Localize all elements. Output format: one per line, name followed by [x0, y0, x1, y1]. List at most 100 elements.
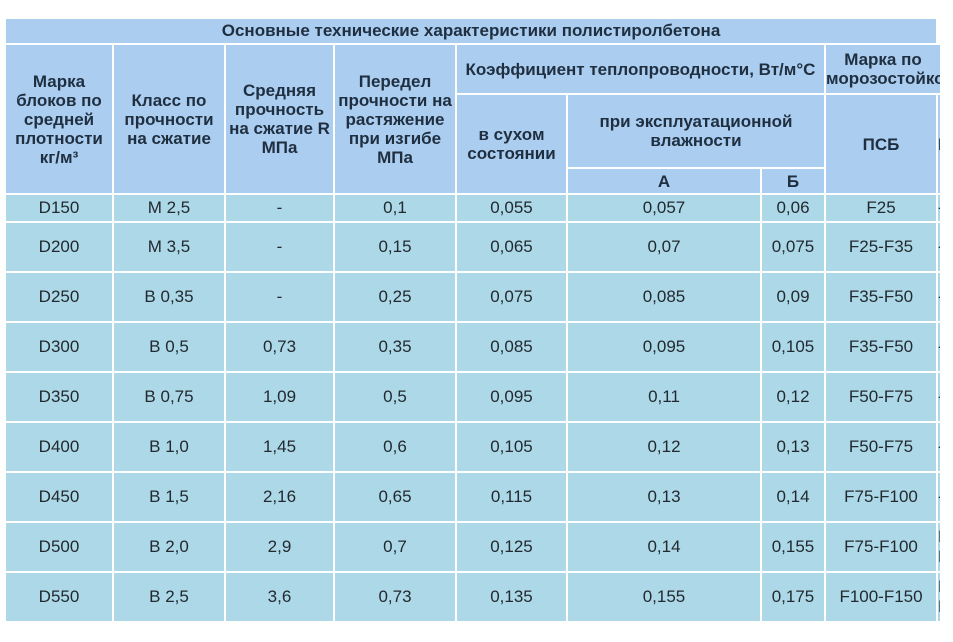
cell-class: М 2,5 [114, 195, 224, 221]
cell-class: В 1,5 [114, 473, 224, 521]
cell-a: 0,12 [568, 423, 760, 471]
cell-dry: 0,115 [457, 473, 566, 521]
cell-foam: F15-F35 [938, 523, 940, 571]
table-row: D550 В 2,5 3,6 0,73 0,135 0,155 0,175 F100-F150… [6, 573, 940, 621]
cell-psb: F50-F75 [826, 423, 937, 471]
cell-dry: 0,135 [457, 573, 566, 621]
cell-strength: 1,09 [226, 373, 333, 421]
cell-class: В 2,0 [114, 523, 224, 571]
cell-density: D250 [6, 273, 112, 321]
cell-class: М 3,5 [114, 223, 224, 271]
cell-psb: F75-F100 [826, 523, 937, 571]
header-strength: Средняя прочность на сжатие R МПа [226, 45, 333, 193]
header-a: А [568, 169, 760, 193]
cell-b: 0,14 [762, 473, 824, 521]
cell-foam: - [938, 273, 940, 321]
cell-dry: 0,105 [457, 423, 566, 471]
cell-bending: 0,73 [335, 573, 455, 621]
cell-density: D150 [6, 195, 112, 221]
header-psb: ПСБ [826, 95, 937, 193]
cell-dry: 0,055 [457, 195, 566, 221]
header-bending: Передел прочности на растяжение при изги… [335, 45, 455, 193]
cell-psb: F35-F50 [826, 323, 937, 371]
header-class: Класс по прочности на сжатие [114, 45, 224, 193]
cell-strength: 1,45 [226, 423, 333, 471]
cell-a: 0,085 [568, 273, 760, 321]
cell-b: 0,09 [762, 273, 824, 321]
cell-class: В 0,5 [114, 323, 224, 371]
cell-a: 0,07 [568, 223, 760, 271]
cell-class: В 1,0 [114, 423, 224, 471]
cell-density: D450 [6, 473, 112, 521]
header-operational: при эксплуатационной влажности [568, 95, 824, 167]
cell-psb: F25 [826, 195, 937, 221]
cell-bending: 0,25 [335, 273, 455, 321]
cell-bending: 0,65 [335, 473, 455, 521]
cell-b: 0,175 [762, 573, 824, 621]
cell-bending: 0,6 [335, 423, 455, 471]
cell-bending: 0,15 [335, 223, 455, 271]
cell-a: 0,155 [568, 573, 760, 621]
cell-density: D350 [6, 373, 112, 421]
cell-psb: F35-F50 [826, 273, 937, 321]
header-conductivity: Коэффициент теплопроводности, Вт/м°С [457, 45, 824, 93]
cell-dry: 0,075 [457, 273, 566, 321]
cell-psb: F100-F150 [826, 573, 937, 621]
cell-strength: - [226, 273, 333, 321]
cell-a: 0,14 [568, 523, 760, 571]
cell-dry: 0,095 [457, 373, 566, 421]
cell-psb: F25-F35 [826, 223, 937, 271]
cell-strength: 2,16 [226, 473, 333, 521]
cell-bending: 0,5 [335, 373, 455, 421]
cell-b: 0,105 [762, 323, 824, 371]
cell-density: D300 [6, 323, 112, 371]
cell-a: 0,11 [568, 373, 760, 421]
cell-bending: 0,7 [335, 523, 455, 571]
cell-class: В 0,75 [114, 373, 224, 421]
header-dry: в сухом состоянии [457, 95, 566, 193]
cell-b: 0,12 [762, 373, 824, 421]
cell-strength: - [226, 223, 333, 271]
cell-density: D500 [6, 523, 112, 571]
cell-strength: 2,9 [226, 523, 333, 571]
table-title: Основные технические характеристики поли… [6, 19, 937, 43]
cell-a: 0,057 [568, 195, 760, 221]
cell-dry: 0,125 [457, 523, 566, 571]
cell-strength: - [226, 195, 333, 221]
cell-strength: 0,73 [226, 323, 333, 371]
cell-foam: F15-F75 [938, 573, 940, 621]
cell-a: 0,13 [568, 473, 760, 521]
cell-foam: - [938, 323, 940, 371]
cell-b: 0,13 [762, 423, 824, 471]
characteristics-table: Основные технические характеристики поли… [4, 17, 942, 623]
cell-foam: - [938, 373, 940, 421]
cell-class: В 2,5 [114, 573, 224, 621]
cell-psb: F75-F100 [826, 473, 937, 521]
cell-b: 0,155 [762, 523, 824, 571]
cell-strength: 3,6 [226, 573, 333, 621]
cell-density: D400 [6, 423, 112, 471]
cell-foam: - [938, 223, 940, 271]
cell-class: В 0,35 [114, 273, 224, 321]
cell-foam: - [938, 473, 940, 521]
cell-b: 0,06 [762, 195, 824, 221]
header-frost: Марка по морозостойкости [826, 45, 940, 93]
header-density: Марка блоков по средней плотности кг/м³ [6, 45, 112, 193]
cell-dry: 0,085 [457, 323, 566, 371]
header-foam: Пенобетон [938, 95, 940, 193]
cell-density: D550 [6, 573, 112, 621]
cell-dry: 0,065 [457, 223, 566, 271]
cell-density: D200 [6, 223, 112, 271]
cell-b: 0,075 [762, 223, 824, 271]
cell-foam: - [938, 423, 940, 471]
cell-bending: 0,1 [335, 195, 455, 221]
